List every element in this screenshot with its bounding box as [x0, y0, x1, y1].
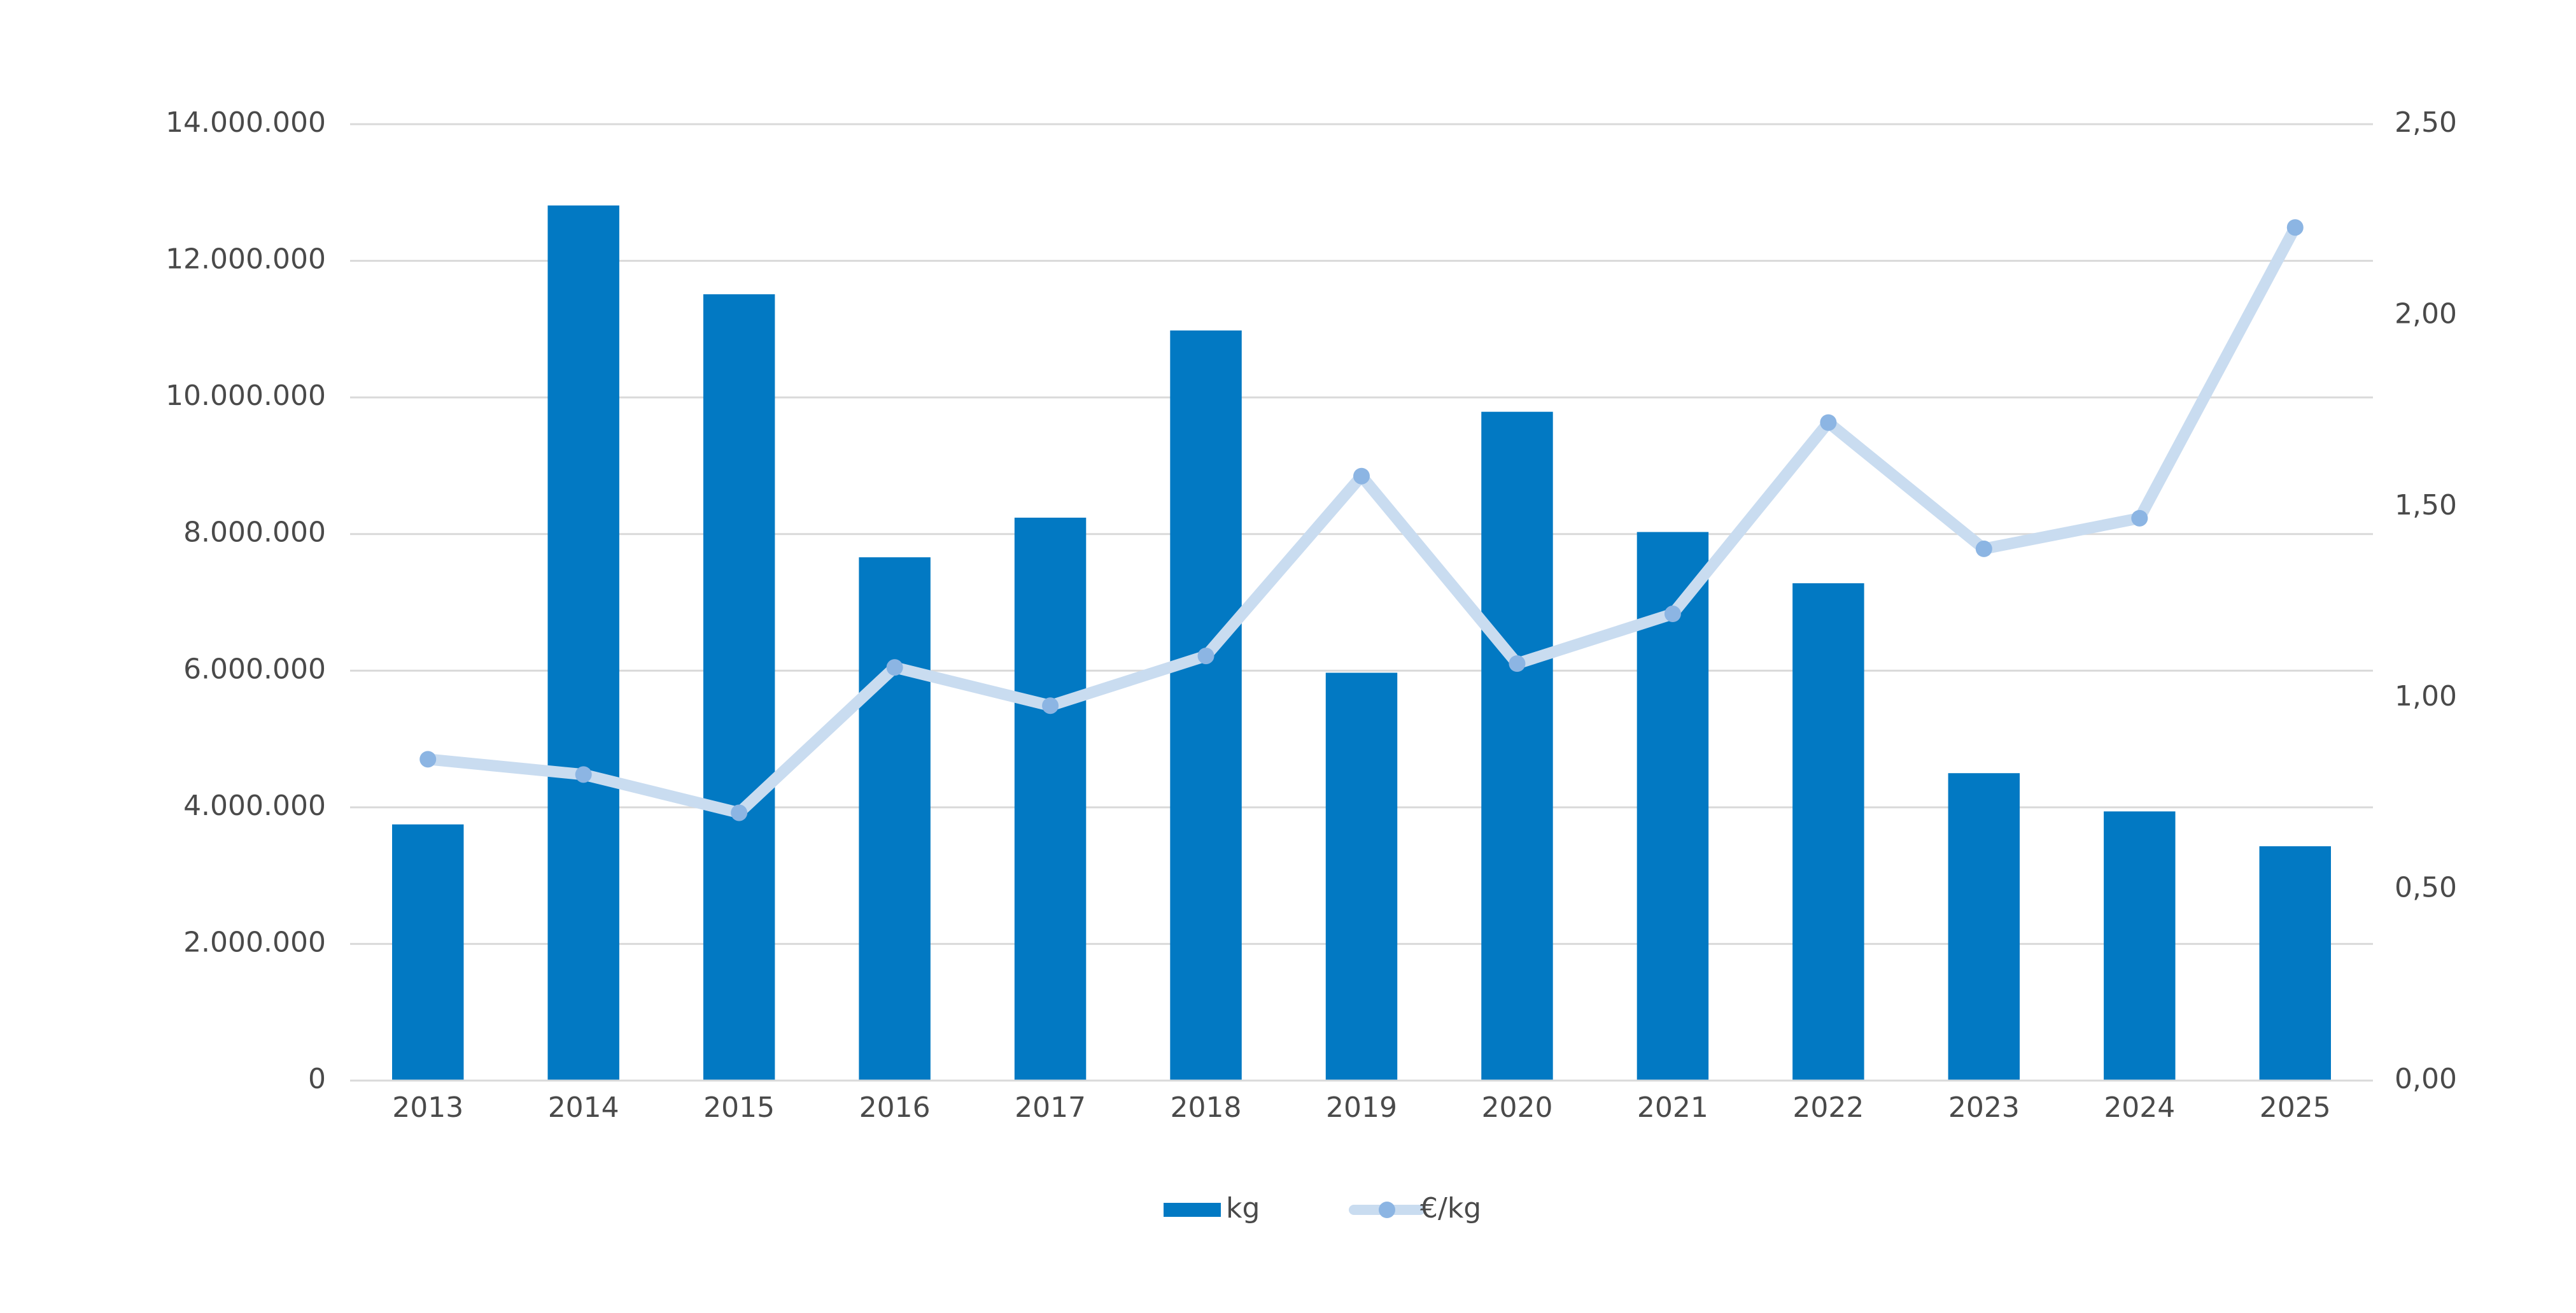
x-tick-label: 2015	[703, 1091, 775, 1124]
line-marker	[1197, 648, 1214, 665]
line-marker	[1042, 697, 1059, 714]
line-marker	[1975, 540, 1992, 557]
bar	[1481, 411, 1553, 1081]
x-tick-label: 2023	[1948, 1091, 2020, 1124]
line-marker	[575, 766, 592, 783]
bar	[703, 294, 775, 1081]
line-marker	[1509, 655, 1526, 672]
x-tick-label: 2025	[2260, 1091, 2331, 1124]
y-tick-label: 12.000.000	[165, 243, 326, 276]
y-tick-label: 2.000.000	[183, 926, 326, 958]
legend-label: €/kg	[1420, 1192, 1481, 1224]
line-marker	[2286, 219, 2304, 236]
y2-tick-label: 0,50	[2395, 872, 2457, 904]
line-marker	[1820, 414, 1837, 431]
bar	[1325, 672, 1398, 1081]
y-tick-label: 4.000.000	[183, 790, 326, 822]
y-tick-label: 8.000.000	[183, 516, 326, 549]
bar	[2259, 846, 2331, 1081]
bar	[547, 205, 619, 1081]
legend-label: kg	[1226, 1192, 1260, 1224]
y2-tick-label: 1,50	[2395, 489, 2457, 522]
bar	[859, 557, 931, 1081]
x-tick-label: 2021	[1637, 1091, 1708, 1124]
bar	[1948, 773, 2020, 1081]
line-marker	[419, 751, 437, 768]
bar	[2104, 811, 2176, 1081]
legend-marker	[1379, 1202, 1395, 1218]
line-marker	[731, 804, 748, 821]
x-tick-label: 2018	[1171, 1091, 1242, 1124]
x-tick-label: 2017	[1015, 1091, 1086, 1124]
x-tick-label: 2019	[1326, 1091, 1397, 1124]
y-tick-label: 0	[308, 1063, 326, 1095]
legend-swatch	[1164, 1203, 1221, 1217]
line-marker	[1353, 467, 1370, 485]
y2-tick-label: 0,00	[2395, 1063, 2457, 1095]
x-tick-label: 2020	[1481, 1091, 1552, 1124]
line-marker	[2131, 509, 2148, 527]
x-tick-label: 2024	[2104, 1091, 2175, 1124]
bar	[1014, 517, 1087, 1081]
bar	[1792, 583, 1864, 1081]
bar	[392, 824, 464, 1081]
y2-tick-label: 2,50	[2395, 106, 2457, 139]
y2-tick-label: 2,00	[2395, 297, 2457, 330]
y-tick-label: 14.000.000	[165, 106, 326, 139]
bar	[1170, 330, 1242, 1081]
y-tick-label: 10.000.000	[165, 380, 326, 412]
y-tick-label: 6.000.000	[183, 653, 326, 685]
line-marker	[886, 659, 903, 676]
x-tick-label: 2016	[859, 1091, 931, 1124]
x-tick-label: 2014	[548, 1091, 619, 1124]
x-tick-label: 2022	[1792, 1091, 1864, 1124]
y2-tick-label: 1,00	[2395, 680, 2457, 713]
x-tick-label: 2013	[392, 1091, 463, 1124]
line-marker	[1664, 606, 1681, 623]
